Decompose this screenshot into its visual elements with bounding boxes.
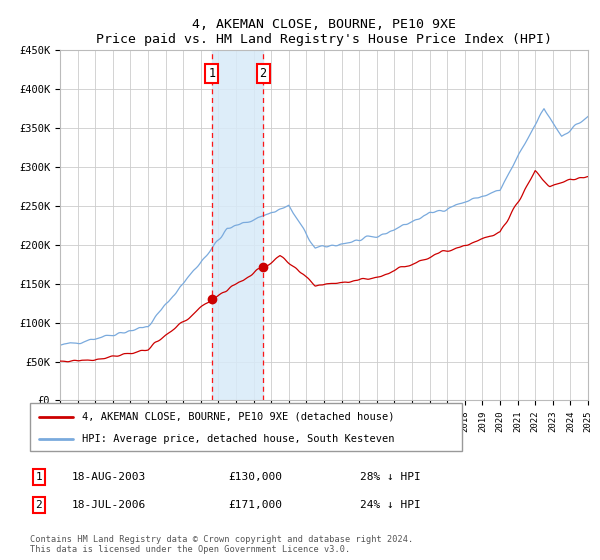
Text: 2: 2 (35, 500, 43, 510)
Text: £130,000: £130,000 (228, 472, 282, 482)
Text: 2: 2 (260, 67, 266, 80)
Title: 4, AKEMAN CLOSE, BOURNE, PE10 9XE
Price paid vs. HM Land Registry's House Price : 4, AKEMAN CLOSE, BOURNE, PE10 9XE Price … (96, 18, 552, 46)
Text: £171,000: £171,000 (228, 500, 282, 510)
FancyBboxPatch shape (30, 403, 462, 451)
Text: 24% ↓ HPI: 24% ↓ HPI (360, 500, 421, 510)
Text: Contains HM Land Registry data © Crown copyright and database right 2024.
This d: Contains HM Land Registry data © Crown c… (30, 535, 413, 554)
Text: HPI: Average price, detached house, South Kesteven: HPI: Average price, detached house, Sout… (82, 434, 394, 444)
Bar (212, 50, 263, 400)
Text: 1: 1 (35, 472, 43, 482)
Text: 18-JUL-2006: 18-JUL-2006 (72, 500, 146, 510)
Text: 28% ↓ HPI: 28% ↓ HPI (360, 472, 421, 482)
Text: 4, AKEMAN CLOSE, BOURNE, PE10 9XE (detached house): 4, AKEMAN CLOSE, BOURNE, PE10 9XE (detac… (82, 412, 394, 422)
Text: 18-AUG-2003: 18-AUG-2003 (72, 472, 146, 482)
Text: 1: 1 (208, 67, 215, 80)
